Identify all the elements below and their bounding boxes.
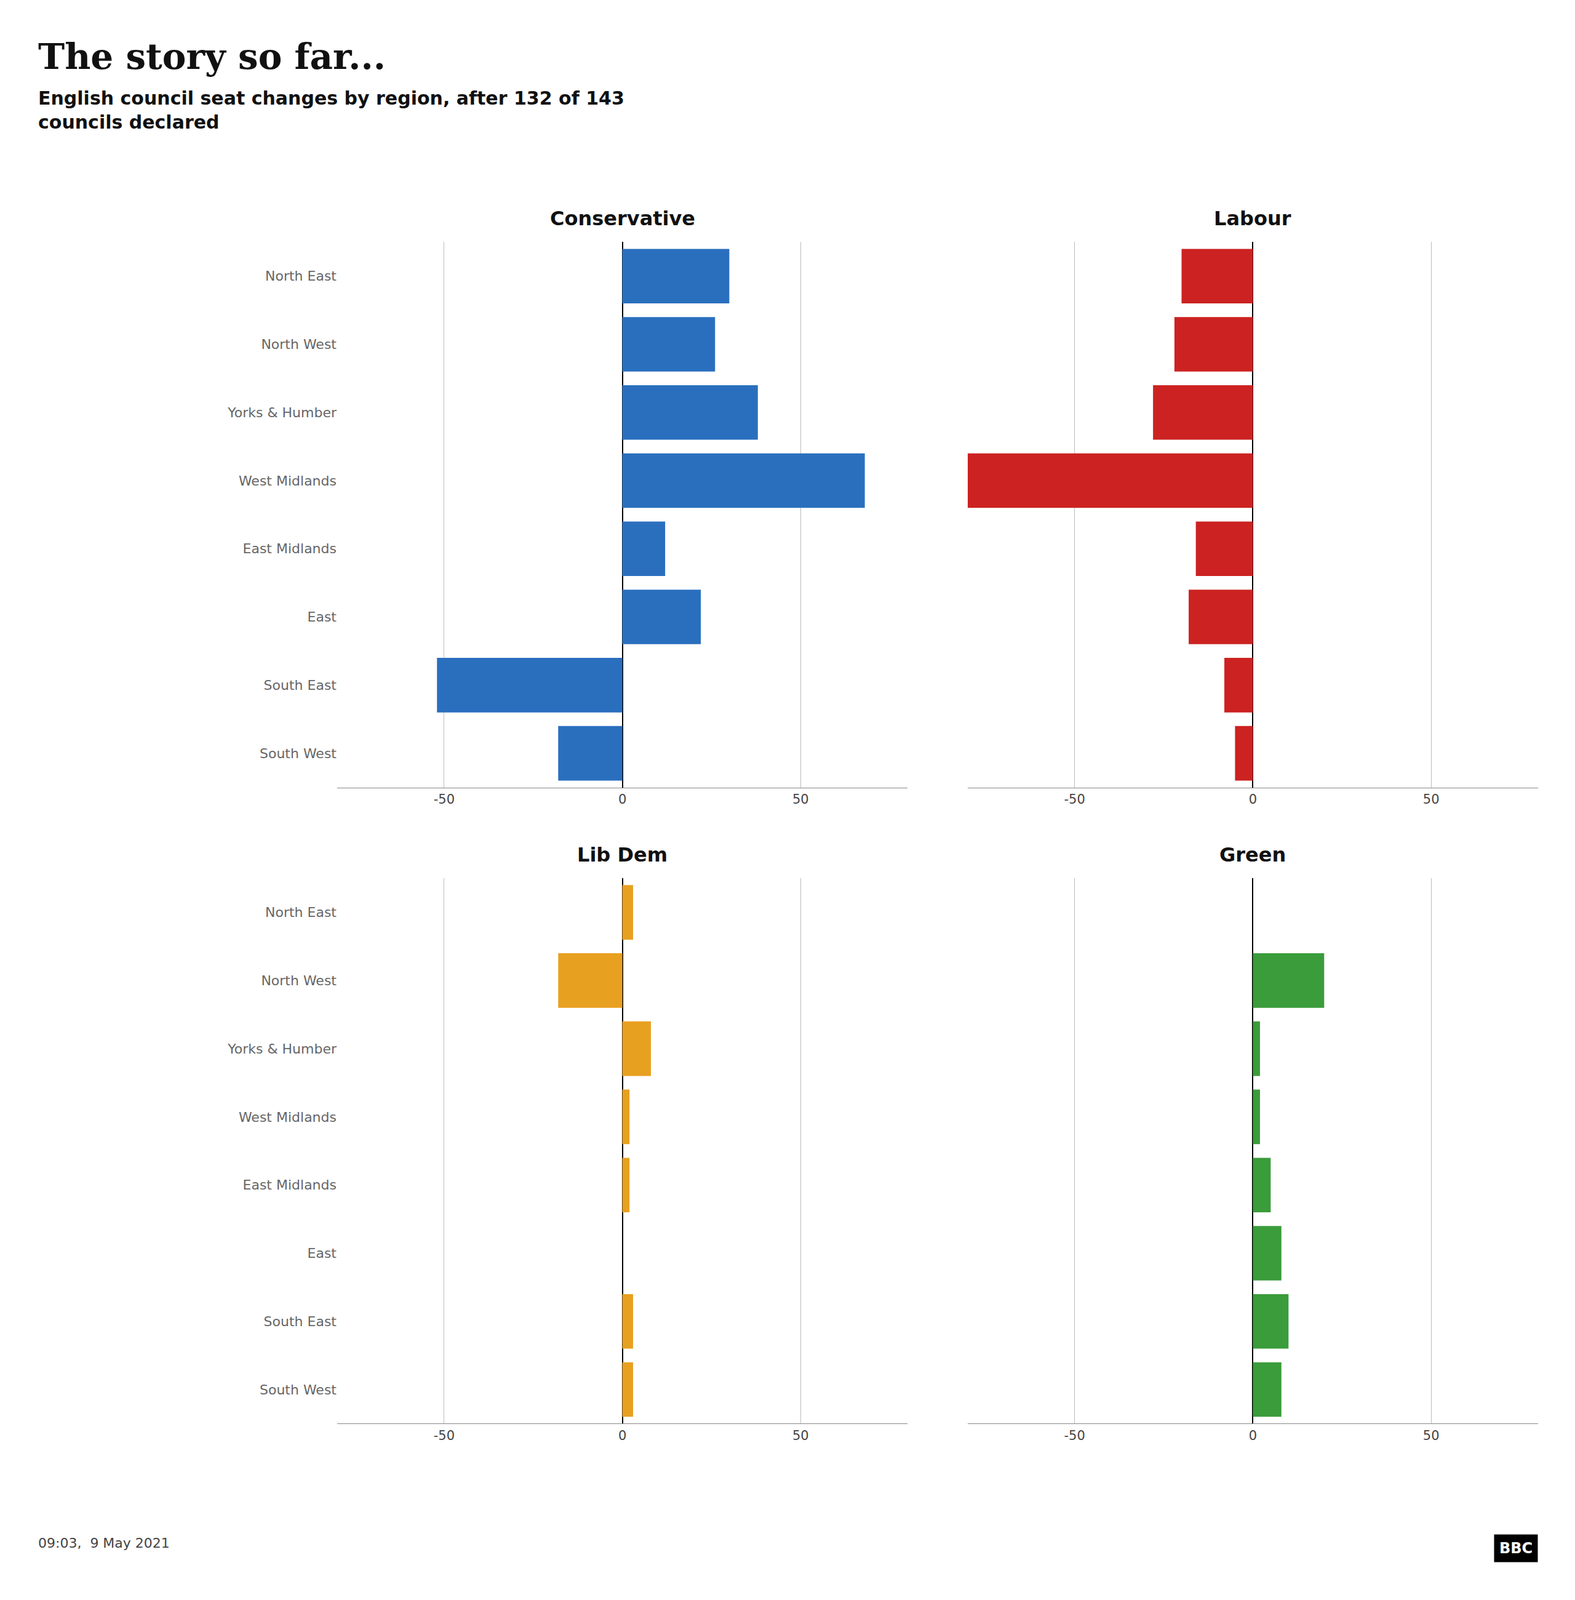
- svg-text:BBC: BBC: [1499, 1539, 1533, 1557]
- svg-text:Lib Dem: Lib Dem: [577, 842, 668, 867]
- svg-text:West Midlands: West Midlands: [238, 473, 337, 489]
- svg-text:Yorks & Humber: Yorks & Humber: [227, 1040, 338, 1057]
- svg-text:East Midlands: East Midlands: [243, 540, 338, 557]
- svg-text:North West: North West: [260, 336, 337, 352]
- svg-text:0: 0: [618, 791, 627, 807]
- svg-text:South West: South West: [259, 1381, 337, 1398]
- svg-text:-50: -50: [1063, 1427, 1085, 1443]
- svg-text:50: 50: [792, 791, 810, 807]
- svg-text:-50: -50: [433, 1427, 455, 1443]
- svg-text:50: 50: [792, 1427, 810, 1443]
- svg-text:Conservative: Conservative: [550, 206, 696, 231]
- svg-text:09:03, 9 May 2021: 09:03, 9 May 2021: [38, 1535, 170, 1551]
- svg-text:East Midlands: East Midlands: [243, 1176, 338, 1193]
- svg-text:East: East: [307, 609, 338, 625]
- svg-text:Labour: Labour: [1213, 206, 1292, 231]
- svg-text:Yorks & Humber: Yorks & Humber: [227, 404, 338, 421]
- svg-text:0: 0: [1248, 791, 1257, 807]
- svg-text:-50: -50: [1063, 791, 1085, 807]
- svg-text:North West: North West: [260, 972, 337, 989]
- svg-text:South East: South East: [263, 1313, 338, 1329]
- svg-text:The story so far...: The story so far...: [38, 35, 386, 78]
- svg-text:0: 0: [1248, 1427, 1257, 1443]
- svg-text:South West: South West: [259, 745, 337, 762]
- svg-text:English council seat changes b: English council seat changes by region, …: [38, 87, 625, 133]
- svg-text:Green: Green: [1219, 842, 1286, 867]
- svg-text:-50: -50: [433, 791, 455, 807]
- svg-text:West Midlands: West Midlands: [238, 1109, 337, 1125]
- svg-text:South East: South East: [263, 677, 338, 693]
- svg-text:North East: North East: [265, 268, 337, 284]
- svg-text:50: 50: [1423, 791, 1440, 807]
- svg-text:North East: North East: [265, 904, 337, 920]
- svg-text:East: East: [307, 1245, 338, 1261]
- svg-text:50: 50: [1423, 1427, 1440, 1443]
- svg-text:0: 0: [618, 1427, 627, 1443]
